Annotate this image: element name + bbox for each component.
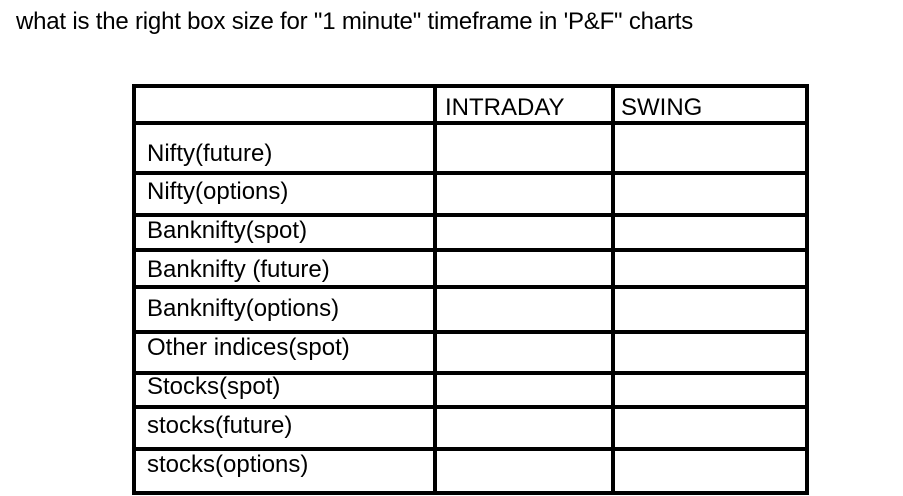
question-title: what is the right box size for "1 minute…	[16, 8, 693, 35]
header-swing: SWING	[621, 94, 703, 121]
column-divider	[433, 84, 437, 495]
header-intraday: INTRADAY	[445, 94, 565, 121]
table-border-left	[132, 84, 136, 495]
row-divider	[132, 371, 809, 375]
row-label: stocks(options)	[147, 451, 309, 478]
row-label: stocks(future)	[147, 412, 293, 439]
row-label: Banknifty(options)	[147, 295, 340, 322]
row-divider	[132, 330, 809, 334]
header-divider	[132, 121, 809, 125]
row-label: Nifty(future)	[147, 140, 273, 167]
row-divider	[132, 447, 809, 451]
box-size-table: INTRADAY SWING Nifty(future) Nifty(optio…	[132, 84, 809, 495]
table-border-right	[805, 84, 809, 495]
row-label: Other indices(spot)	[147, 334, 350, 361]
row-label: Banknifty(spot)	[147, 217, 308, 244]
table-border-bottom	[132, 491, 809, 495]
row-divider	[132, 171, 809, 175]
row-label: Nifty(options)	[147, 178, 289, 205]
row-divider	[132, 248, 809, 252]
row-label: Stocks(spot)	[147, 373, 281, 400]
row-divider	[132, 285, 809, 289]
table-border-top	[132, 84, 809, 88]
row-divider	[132, 405, 809, 409]
row-label: Banknifty (future)	[147, 256, 330, 283]
column-divider	[611, 84, 615, 495]
row-divider	[132, 213, 809, 217]
